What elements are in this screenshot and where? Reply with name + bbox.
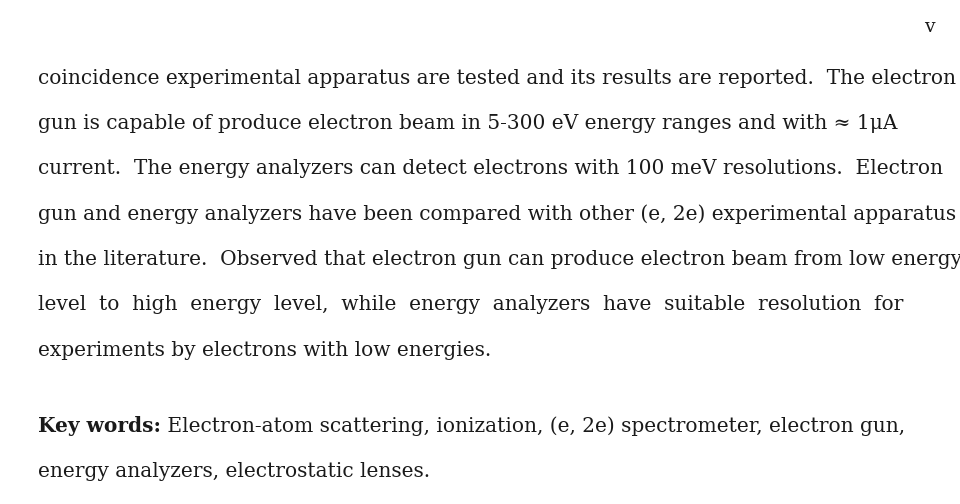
Text: gun is capable of produce electron beam in 5-300 eV energy ranges and with ≈ 1μA: gun is capable of produce electron beam …	[38, 114, 898, 133]
Text: coincidence experimental apparatus are tested and its results are reported.  The: coincidence experimental apparatus are t…	[38, 69, 956, 88]
Text: current.  The energy analyzers can detect electrons with 100 meV resolutions.  E: current. The energy analyzers can detect…	[38, 159, 943, 178]
Text: v: v	[924, 18, 935, 36]
Text: energy analyzers, electrostatic lenses.: energy analyzers, electrostatic lenses.	[38, 462, 430, 481]
Text: Electron-atom scattering, ionization, (e, 2e) spectrometer, electron gun,: Electron-atom scattering, ionization, (e…	[161, 416, 905, 436]
Text: gun and energy analyzers have been compared with other (e, 2e) experimental appa: gun and energy analyzers have been compa…	[38, 204, 956, 224]
Text: in the literature.  Observed that electron gun can produce electron beam from lo: in the literature. Observed that electro…	[38, 250, 960, 269]
Text: experiments by electrons with low energies.: experiments by electrons with low energi…	[38, 341, 492, 360]
Text: Key words:: Key words:	[38, 416, 161, 436]
Text: level  to  high  energy  level,  while  energy  analyzers  have  suitable  resol: level to high energy level, while energy…	[38, 295, 903, 314]
